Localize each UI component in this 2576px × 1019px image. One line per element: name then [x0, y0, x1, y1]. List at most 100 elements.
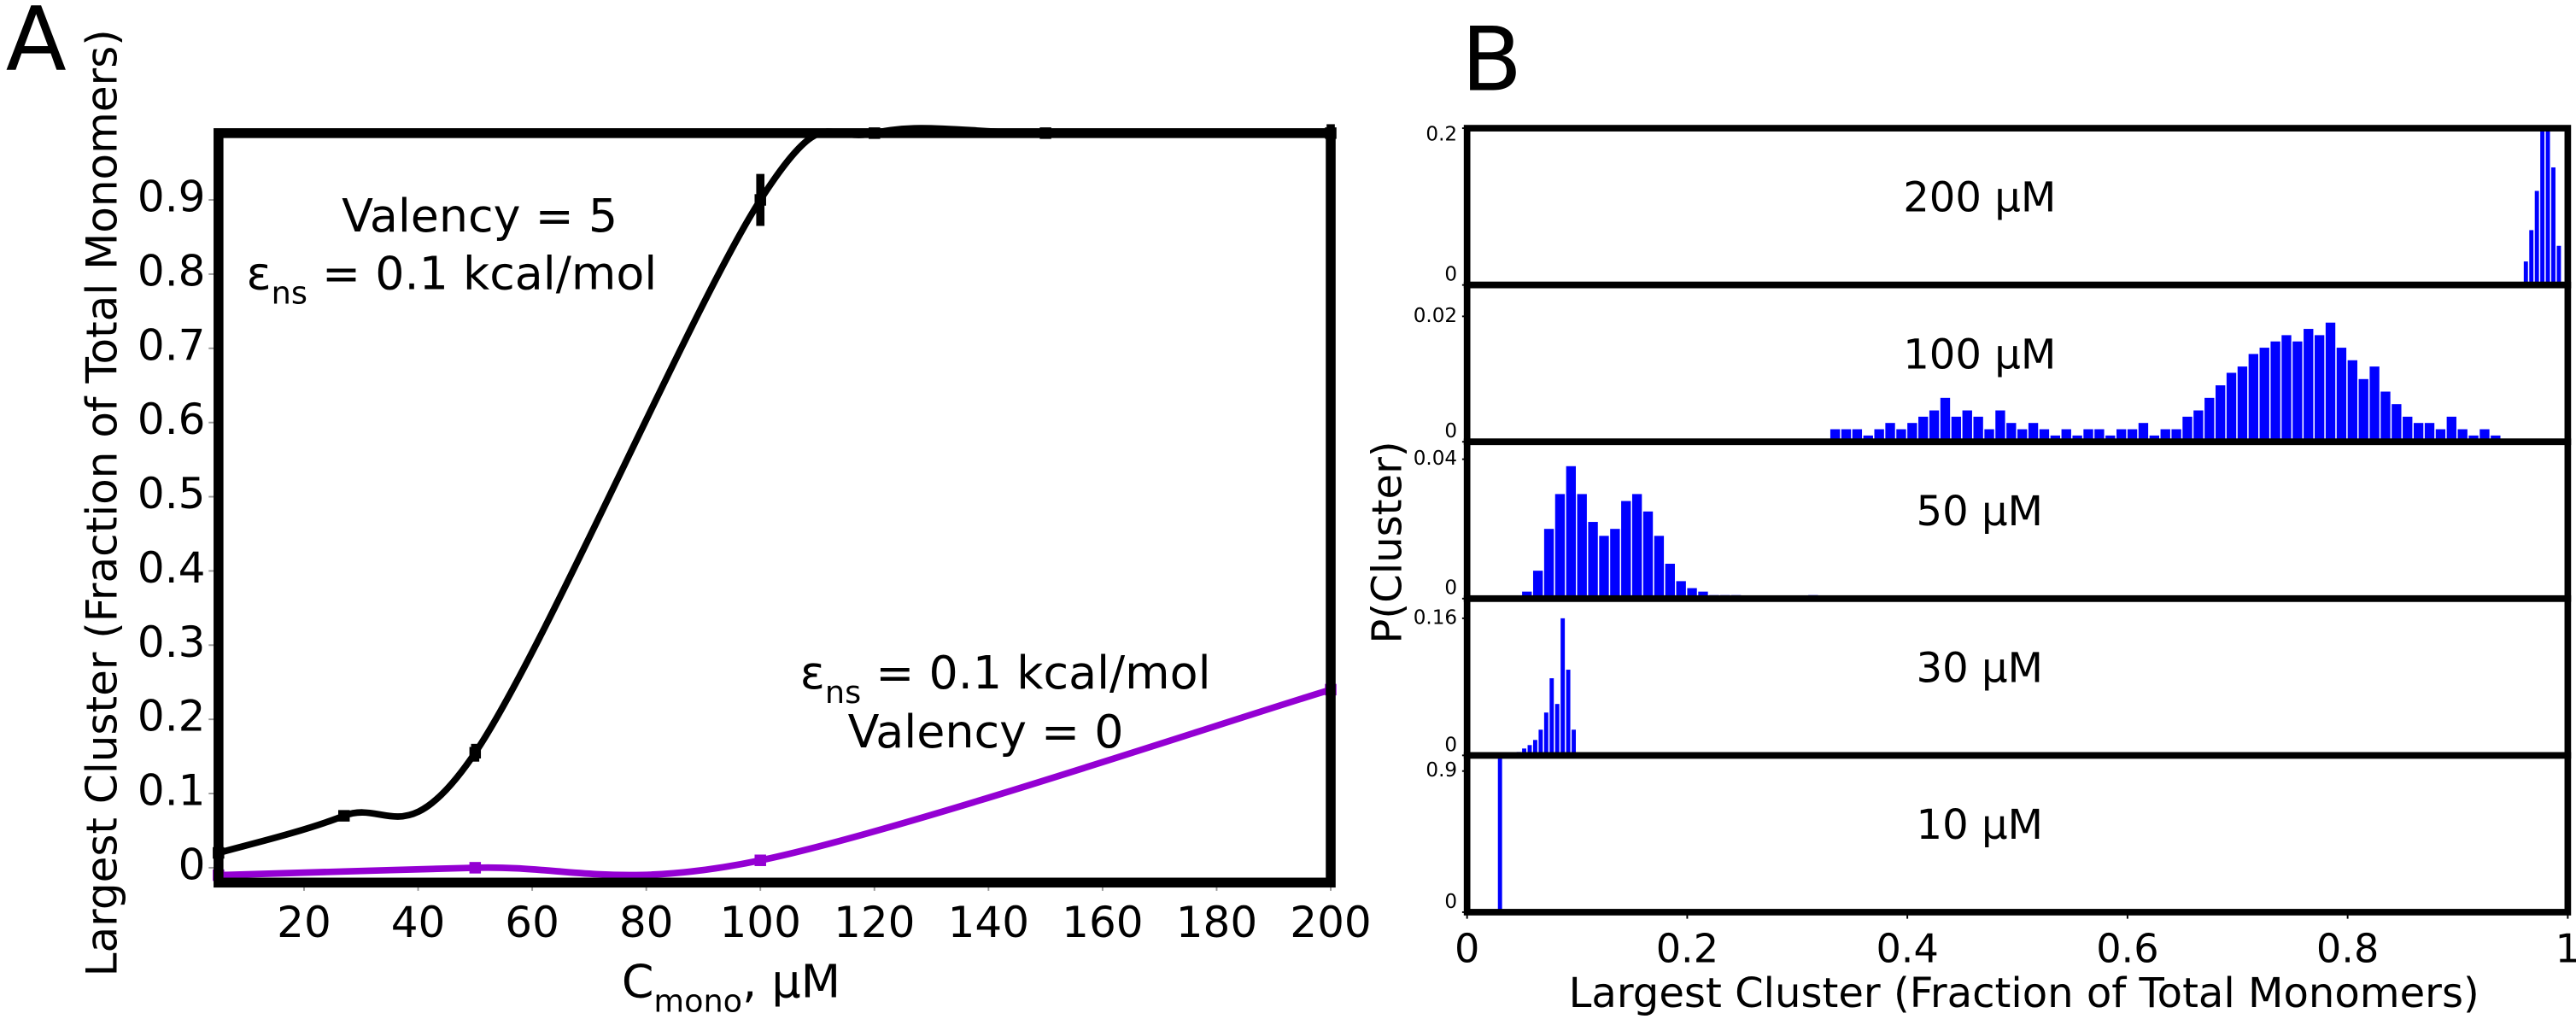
histogram-bar: [1522, 748, 1526, 756]
histogram-bar: [1532, 740, 1537, 756]
x-tick-label: 20: [277, 898, 331, 947]
panel-label: A: [6, 0, 67, 91]
histogram-bar: [1962, 410, 1972, 442]
histogram-bar: [1852, 429, 1863, 442]
histogram-bar: [1610, 529, 1620, 599]
histogram-bar: [2215, 385, 2226, 442]
histogram-bar: [1698, 591, 1708, 599]
x-tick-label: 0.6: [2096, 926, 2158, 972]
y-axis-label: P(Cluster): [1363, 441, 1411, 643]
histogram-bar: [2413, 423, 2424, 442]
histogram-bar: [2523, 261, 2528, 285]
y-tick-label: 0.5: [138, 469, 206, 518]
panel-title: 200 μM: [1903, 174, 2056, 222]
histogram-bar: [2083, 429, 2093, 442]
histogram-bar: [1621, 501, 1631, 599]
y-tick-label: 0.6: [138, 395, 206, 444]
histogram-bar: [1543, 529, 1554, 599]
histogram-bar: [1830, 429, 1841, 442]
histogram-bar: [2446, 416, 2456, 442]
panel-label: B: [1461, 9, 1522, 111]
histogram-bar: [2380, 391, 2391, 442]
histogram-bar: [1841, 429, 1852, 442]
y-tick-label: 0.02: [1414, 305, 1457, 327]
x-axis-label: Cmono, μM: [622, 954, 840, 1019]
y-tick-label: 0: [1444, 264, 1457, 286]
histogram-bar: [1929, 410, 1940, 442]
annotation: εns = 0.1 kcal/mol: [800, 645, 1211, 710]
histogram-bar: [2226, 372, 2237, 442]
histogram-bar: [1599, 536, 1609, 599]
text-part: = 0.1 kcal/mol: [861, 645, 1210, 699]
histogram-bar: [2061, 429, 2071, 442]
histogram-bar: [1874, 429, 1884, 442]
histogram-bar: [2325, 322, 2336, 442]
text-part: = 0.1 kcal/mol: [307, 246, 657, 300]
x-axis-label: Largest Cluster (Fraction of Total Monom…: [1569, 969, 2479, 1017]
x-tick-label: 60: [505, 898, 559, 947]
panel-title: 10 μM: [1917, 801, 2044, 849]
x-tick-label: 0.8: [2316, 926, 2379, 972]
text-part: ε: [247, 246, 272, 300]
histogram-bar: [1665, 563, 1675, 599]
histogram-bar: [1642, 511, 1654, 599]
annotation: Valency = 5: [342, 189, 618, 243]
histogram-bar: [1554, 704, 1560, 756]
histogram-bar: [2336, 348, 2347, 442]
histogram-bar: [1951, 416, 1962, 442]
annotation: Valency = 0: [848, 705, 1124, 758]
histogram-bar: [2160, 429, 2170, 442]
histogram-bar: [2304, 329, 2314, 442]
y-tick-label: 0: [1444, 420, 1457, 442]
histogram-bar: [2358, 378, 2368, 442]
x-tick-label: 1: [2556, 926, 2576, 972]
histogram-bar: [1566, 466, 1576, 599]
histogram-bar: [2006, 423, 2017, 442]
y-tick-label: 0.7: [138, 320, 206, 370]
histogram-bar: [2534, 190, 2539, 285]
histogram-bar: [2017, 429, 2028, 442]
y-tick-label: 0.4: [138, 543, 206, 593]
text-part: Valency = 0: [848, 705, 1124, 758]
y-axis-label: Largest Cluster (Fraction of Total Monom…: [78, 29, 127, 976]
panel-title: 30 μM: [1917, 644, 2044, 692]
histogram-bar: [2270, 341, 2280, 442]
histogram-bar: [1577, 494, 1587, 599]
histogram-bar: [2248, 354, 2259, 442]
y-tick-label: 0.16: [1414, 606, 1457, 629]
histogram-bar: [2193, 410, 2204, 442]
histogram-bar: [1918, 416, 1929, 442]
x-tick-label: 0.2: [1656, 926, 1718, 972]
y-tick-label: 0: [1444, 891, 1457, 913]
histogram-bar: [2457, 429, 2468, 442]
histogram-bar: [2094, 429, 2105, 442]
y-tick-label: 0.9: [138, 173, 206, 222]
subscript: mono: [653, 983, 742, 1019]
x-tick-label: 120: [834, 898, 915, 947]
x-tick-label: 200: [1290, 898, 1371, 947]
annotation: εns = 0.1 kcal/mol: [247, 246, 658, 311]
histogram-bar: [1497, 758, 1502, 912]
panel-title: 100 μM: [1903, 331, 2056, 378]
subscript: ns: [272, 274, 307, 311]
histogram-bar: [2314, 335, 2325, 442]
histogram-bar: [2540, 128, 2545, 285]
y-tick-label: 0.9: [1426, 759, 1457, 782]
plot-frame: [214, 128, 1336, 888]
histogram-bar: [2237, 366, 2248, 442]
histogram-bar: [1588, 522, 1598, 599]
x-tick-label: 160: [1062, 898, 1143, 947]
histogram-bar: [1631, 494, 1642, 599]
panel-frame: [1463, 752, 2572, 916]
histogram-bar: [2424, 423, 2435, 442]
histogram-bar: [1554, 494, 1566, 599]
histogram-bar: [2182, 416, 2193, 442]
histogram-bar: [1549, 678, 1554, 756]
y-tick-label: 0: [1444, 577, 1457, 600]
histogram-bar: [2028, 423, 2039, 442]
histogram-bar: [2347, 360, 2357, 442]
histogram-bar: [1572, 729, 1576, 756]
histogram-bar: [2292, 341, 2303, 442]
histogram-bar: [2403, 416, 2413, 442]
